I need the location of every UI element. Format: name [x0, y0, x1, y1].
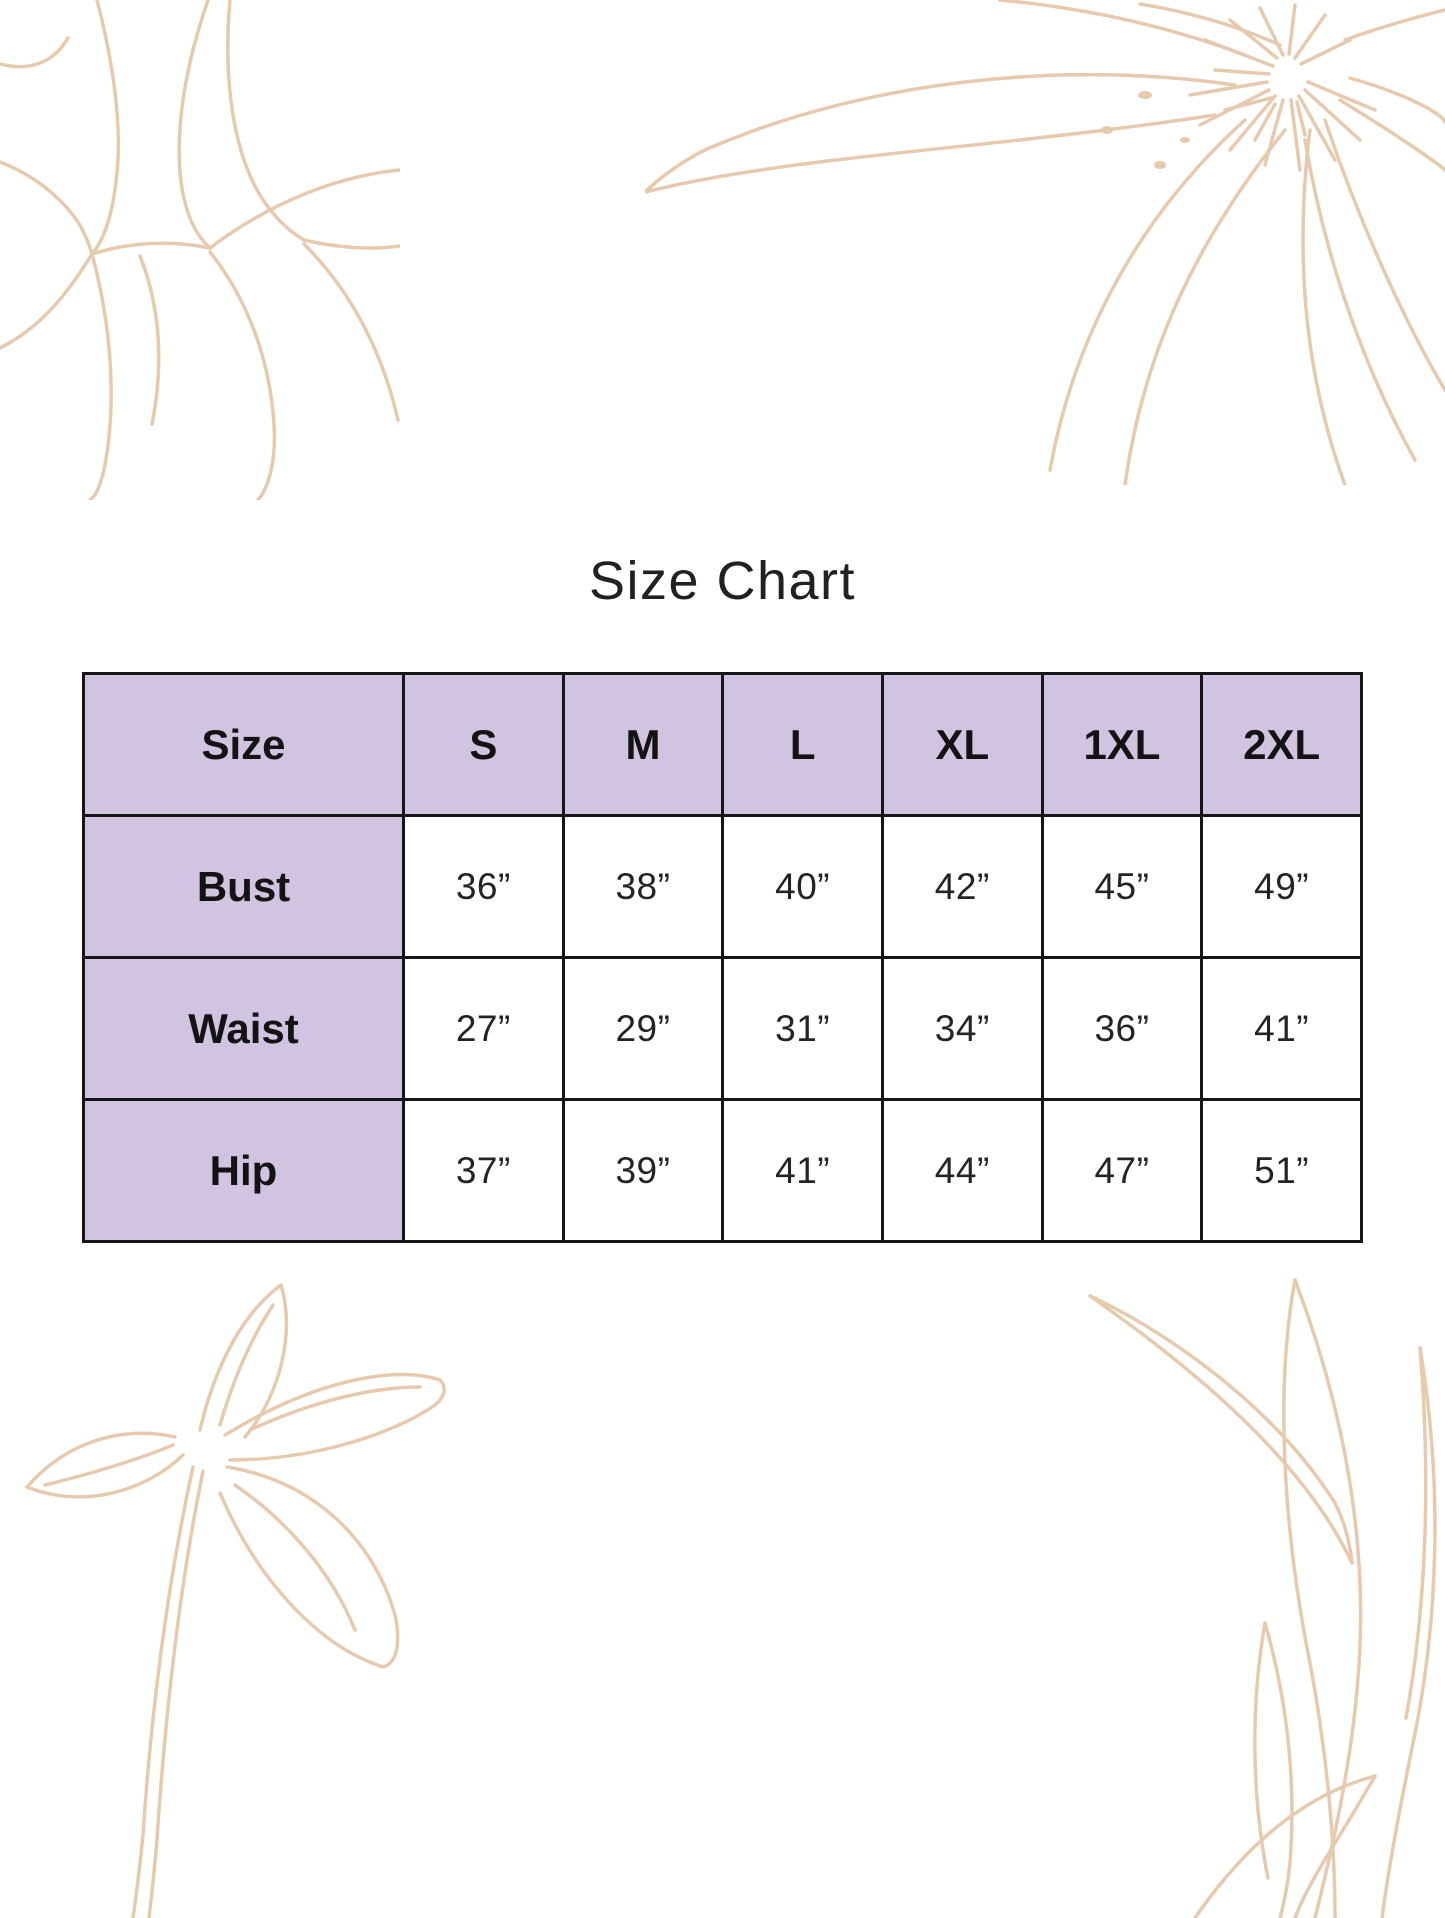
- cell-hip-l: 41”: [721, 1098, 884, 1243]
- col-header-xl: XL: [880, 672, 1044, 817]
- col-header-s: S: [402, 672, 565, 817]
- cell-bust-1xl: 45”: [1040, 814, 1204, 959]
- row-header-waist: Waist: [82, 956, 405, 1101]
- flower-top-right-icon: [645, 0, 1445, 485]
- flower-bottom-left-icon: [25, 1283, 446, 1918]
- flower-stamen-icon: [1188, 3, 1377, 172]
- col-header-size: Size: [82, 672, 405, 817]
- cell-waist-l: 31”: [721, 956, 884, 1101]
- row-header-hip: Hip: [82, 1098, 405, 1243]
- row-header-bust: Bust: [82, 814, 405, 959]
- table-row-bust: Bust 36” 38” 40” 42” 45” 49”: [82, 814, 1363, 959]
- table-row-waist: Waist 27” 29” 31” 34” 36” 41”: [82, 956, 1363, 1101]
- size-chart-table: Size S M L XL 1XL 2XL Bust 36” 38” 40” 4…: [82, 672, 1363, 1243]
- cell-waist-s: 27”: [402, 956, 565, 1101]
- cell-bust-s: 36”: [402, 814, 565, 959]
- col-header-m: M: [561, 672, 725, 817]
- table-header-row: Size S M L XL 1XL 2XL: [82, 672, 1363, 817]
- cell-bust-2xl: 49”: [1200, 814, 1363, 959]
- cell-waist-xl: 34”: [880, 956, 1044, 1101]
- cell-bust-m: 38”: [561, 814, 725, 959]
- cell-hip-1xl: 47”: [1040, 1098, 1204, 1243]
- col-header-l: L: [721, 672, 884, 817]
- cell-hip-m: 39”: [561, 1098, 725, 1243]
- cell-hip-s: 37”: [402, 1098, 565, 1243]
- cell-bust-xl: 42”: [880, 814, 1044, 959]
- page-title: Size Chart: [588, 551, 857, 611]
- flower-top-left-icon: [0, 0, 400, 500]
- table-row-hip: Hip 37” 39” 41” 44” 47” 51”: [82, 1098, 1363, 1243]
- col-header-2xl: 2XL: [1200, 672, 1363, 817]
- col-header-1xl: 1XL: [1040, 672, 1204, 817]
- cell-hip-2xl: 51”: [1200, 1098, 1363, 1243]
- leaves-bottom-right-icon: [1088, 1278, 1437, 1918]
- cell-bust-l: 40”: [721, 814, 884, 959]
- cell-waist-m: 29”: [561, 956, 725, 1101]
- cell-waist-1xl: 36”: [1040, 956, 1204, 1101]
- cell-hip-xl: 44”: [880, 1098, 1044, 1243]
- cell-waist-2xl: 41”: [1200, 956, 1363, 1101]
